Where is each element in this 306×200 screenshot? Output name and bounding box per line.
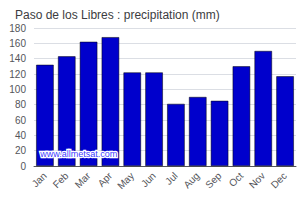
svg-text:Paso de los Libres : precipita: Paso de los Libres : precipitation (mm) — [15, 8, 220, 22]
svg-text:Feb: Feb — [51, 170, 71, 190]
svg-text:0: 0 — [20, 161, 26, 172]
svg-text:Oct: Oct — [227, 170, 246, 189]
svg-text:Aug: Aug — [181, 170, 201, 190]
svg-text:60: 60 — [15, 115, 27, 126]
svg-text:160: 160 — [9, 38, 26, 49]
svg-text:80: 80 — [15, 99, 27, 110]
svg-text:40: 40 — [15, 130, 27, 141]
svg-text:100: 100 — [9, 84, 26, 95]
svg-text:Jan: Jan — [30, 170, 49, 189]
svg-text:Nov: Nov — [247, 170, 267, 190]
svg-text:Jun: Jun — [139, 170, 158, 189]
svg-text:Mar: Mar — [73, 170, 93, 190]
svg-text:20: 20 — [15, 145, 27, 156]
svg-text:180: 180 — [9, 23, 26, 34]
svg-text:Sep: Sep — [203, 170, 224, 191]
svg-text:140: 140 — [9, 53, 26, 64]
svg-text:www.allmetsat.com: www.allmetsat.com — [39, 149, 117, 159]
svg-text:Apr: Apr — [96, 170, 115, 189]
svg-text:May: May — [115, 170, 136, 191]
svg-text:Dec: Dec — [269, 170, 289, 190]
svg-text:120: 120 — [9, 69, 26, 80]
svg-text:Jul: Jul — [163, 170, 180, 187]
